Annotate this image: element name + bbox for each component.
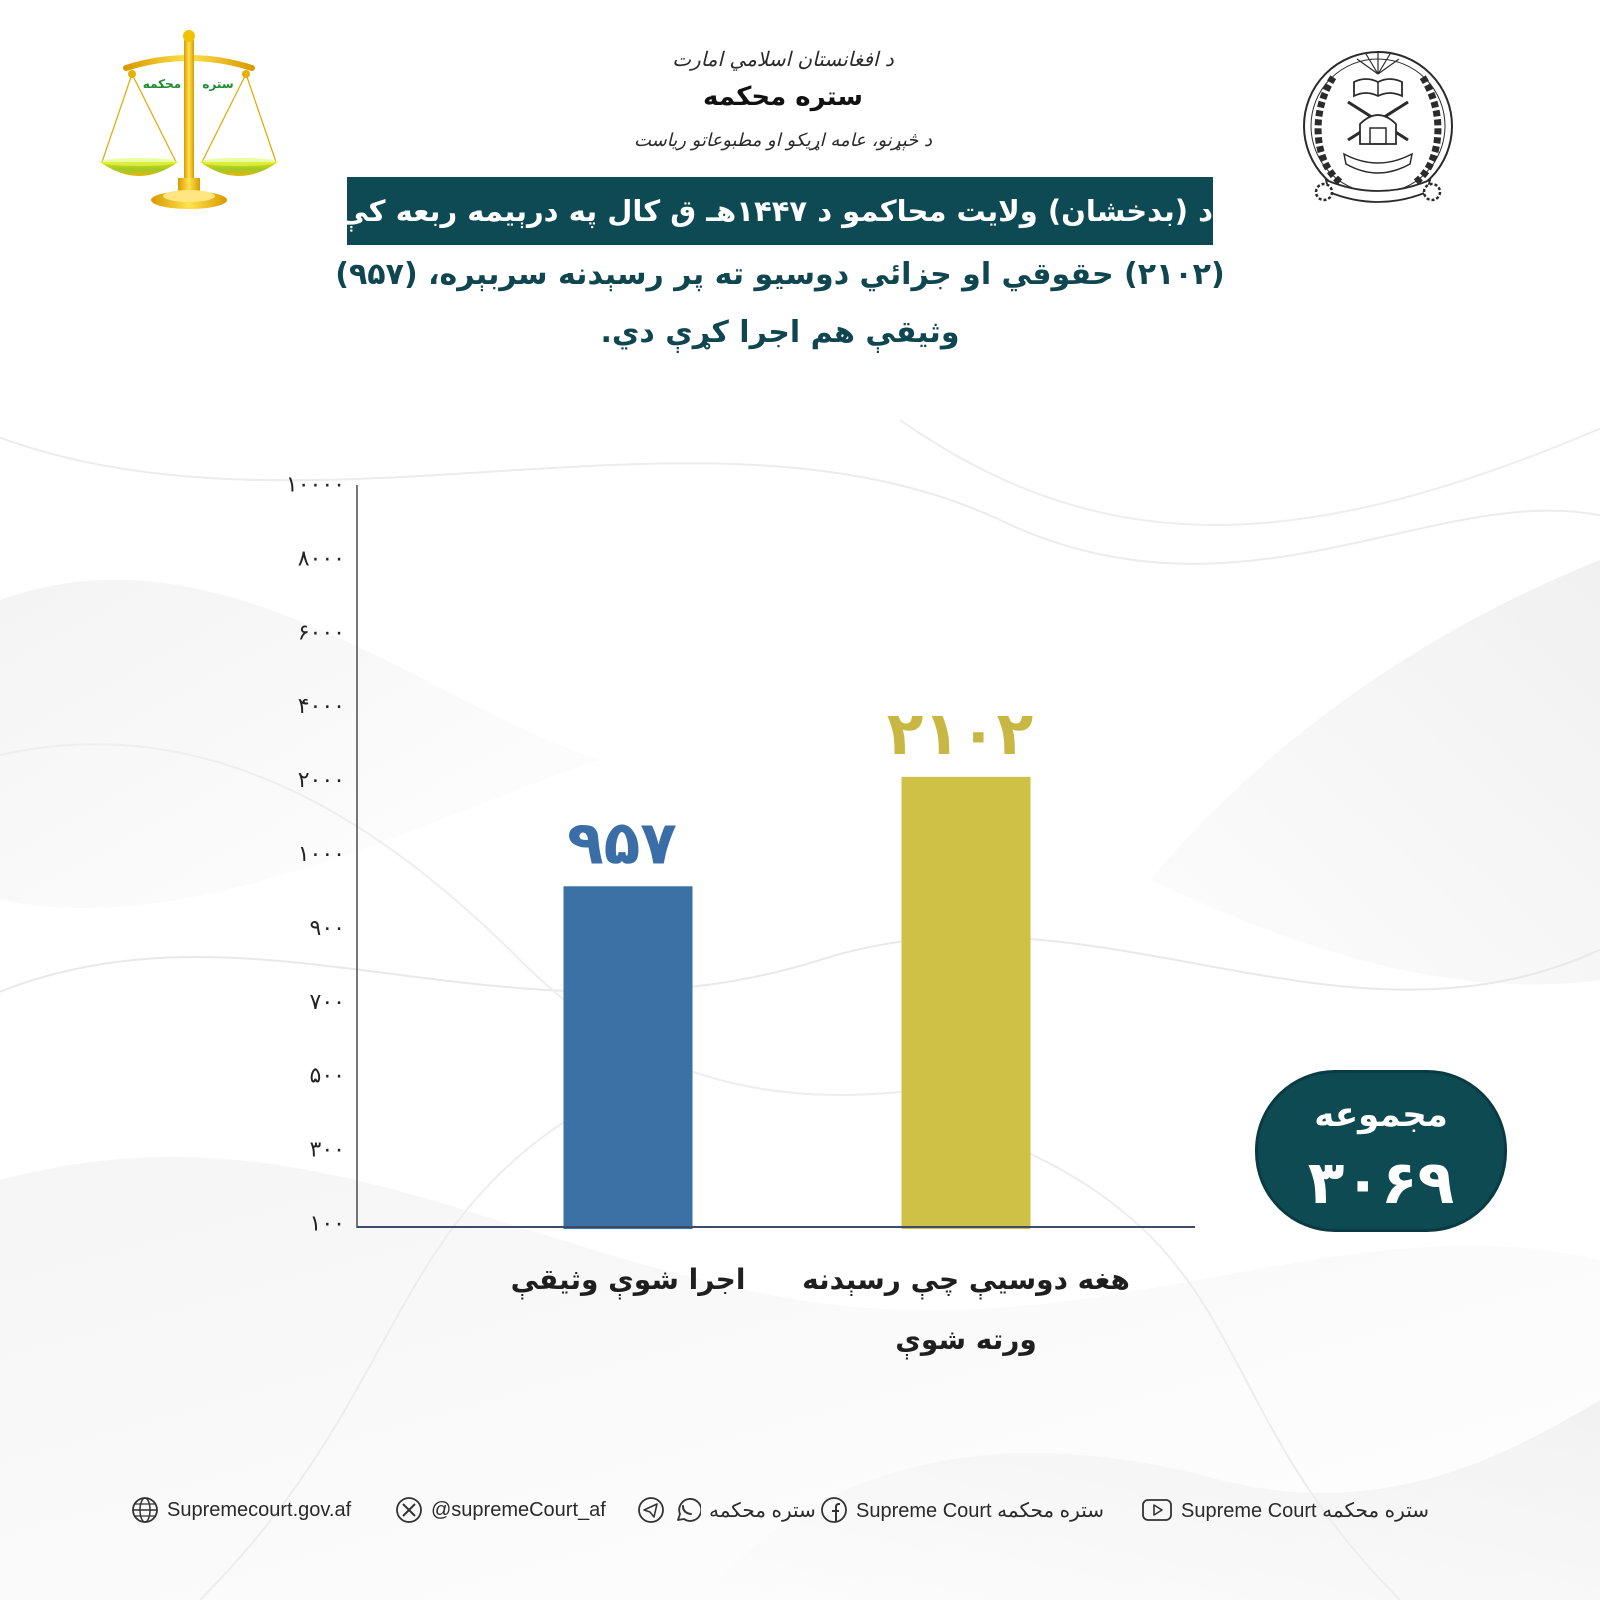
facebook-icon (821, 1497, 847, 1523)
scale-hook-right (242, 70, 250, 78)
footer-website-text: Supremecourt.gov.af (167, 1498, 352, 1521)
subtitle-line-2: وثیقې هم اجرا کړې دي. (600, 315, 960, 350)
footer-facebook-text: Supreme Court ستره محکمه (856, 1499, 1104, 1522)
y-axis-ticks: ۱۰۰ ۳۰۰ ۵۰۰ ۷۰۰ ۹۰۰ ۱۰۰۰ ۲۰۰۰ ۴۰۰۰ ۶۰۰۰ ۸۰۰۰ ۱۰۰۰۰ (286, 473, 345, 1237)
y-tick-label: ۹۰۰ (310, 916, 345, 941)
bg-curve (899, 419, 1600, 526)
emirate-emblem-icon (1303, 51, 1453, 203)
footer-messaging: ستره محکمه (637, 1494, 816, 1526)
bg-curve (999, 1139, 1401, 1600)
whatsapp-icon (677, 1498, 701, 1522)
y-tick-label: ۴۰۰۰ (298, 694, 345, 719)
total-badge: مجموعه ۳۰۶۹ (1255, 1070, 1507, 1232)
emblem-wheat-right (1413, 74, 1442, 185)
total-label: مجموعه (1314, 1095, 1448, 1135)
x-icon (396, 1497, 422, 1523)
category-label: اجرا شوې وثیقې (510, 1263, 746, 1296)
logo-text-left: محکمه (143, 77, 181, 91)
category-label: هغه دوسیې چې رسېدنه ورته شوې (802, 1263, 1130, 1356)
title-banner: د (بدخشان) ولایت محاکمو د ۱۴۴۷هـ ق کال پ… (339, 177, 1213, 245)
emblem-gear-left (1314, 182, 1334, 202)
footer-x-text: @supremeCourt_af (431, 1498, 606, 1521)
scale-finial (183, 30, 195, 42)
emblem-gear-right (1422, 182, 1442, 202)
bar-0 (563, 886, 693, 1229)
y-tick-label: ۶۰۰۰ (298, 620, 345, 645)
emblem-door (1369, 127, 1387, 145)
scale-hook-left (128, 70, 136, 78)
value-labels: ۹۵۷ ۲۱۰۲ (567, 699, 1033, 878)
y-tick-label: ۳۰۰ (310, 1138, 345, 1163)
footer-facebook: Supreme Court ستره محکمه (820, 1494, 1104, 1526)
scale-base-top (163, 190, 215, 202)
y-tick-label: ۱۰۰ (310, 1212, 345, 1237)
bar-1 (901, 776, 1031, 1229)
footer-messaging-text: ستره محکمه (709, 1499, 816, 1522)
footer-website: Supremecourt.gov.af (131, 1494, 351, 1526)
footer-x: @supremeCourt_af (395, 1494, 606, 1526)
bg-shape (0, 579, 600, 908)
bg-curve (0, 436, 1600, 565)
youtube-icon (1142, 1499, 1172, 1521)
logo-text-right: ستره (202, 77, 233, 91)
scale-pan-right (200, 162, 278, 176)
emblem-inner-ribbon (1342, 152, 1414, 174)
bar-value-label: ۲۱۰۲ (887, 699, 1033, 769)
directorate-name: د څېړنو، عامه اړیکو او مطبوعاتو ریاست (634, 130, 932, 151)
footer-youtube-text: Supreme Court ستره محکمه (1181, 1499, 1429, 1522)
emblem-mihrab (1359, 114, 1397, 145)
total-value: ۳۰۶۹ (1307, 1148, 1455, 1218)
scale-of-justice-icon: محکمه ستره (100, 30, 278, 209)
emblem-wheat-left (1314, 74, 1343, 185)
bg-shape (1150, 560, 1600, 985)
emblem-rays (1356, 52, 1400, 75)
y-tick-label: ۵۰۰ (310, 1064, 345, 1089)
bg-curve (0, 743, 981, 1096)
subtitle-line-1: (۲۱۰۲) حقوقي او جزائي دوسیو ته پر رسېدنه… (335, 257, 1225, 292)
bars-layer (563, 776, 1031, 1229)
globe-icon (132, 1497, 158, 1523)
y-tick-label: ۱۰۰۰۰ (286, 473, 345, 498)
bar-value-label: ۹۵۷ (567, 808, 677, 878)
bg-curve (199, 1079, 641, 1600)
scale-pan-left-rim (100, 158, 178, 166)
scale-strings (101, 73, 277, 163)
scale-stem (178, 178, 200, 194)
court-name: ستره محکمه (703, 82, 863, 112)
y-tick-label: ۸۰۰۰ (298, 546, 345, 571)
scale-pan-left (100, 162, 178, 176)
bg-curve (0, 935, 1600, 993)
footer-youtube: Supreme Court ستره محکمه (1141, 1494, 1429, 1526)
y-tick-label: ۱۰۰۰ (298, 842, 345, 867)
emirate-name: د افغانستان اسلامي امارت (672, 47, 894, 71)
scale-pole (184, 38, 194, 188)
y-tick-label: ۲۰۰۰ (298, 768, 345, 793)
y-tick-label: ۷۰۰ (310, 990, 345, 1015)
scale-pan-right-rim (200, 158, 278, 166)
telegram-icon (638, 1497, 664, 1523)
